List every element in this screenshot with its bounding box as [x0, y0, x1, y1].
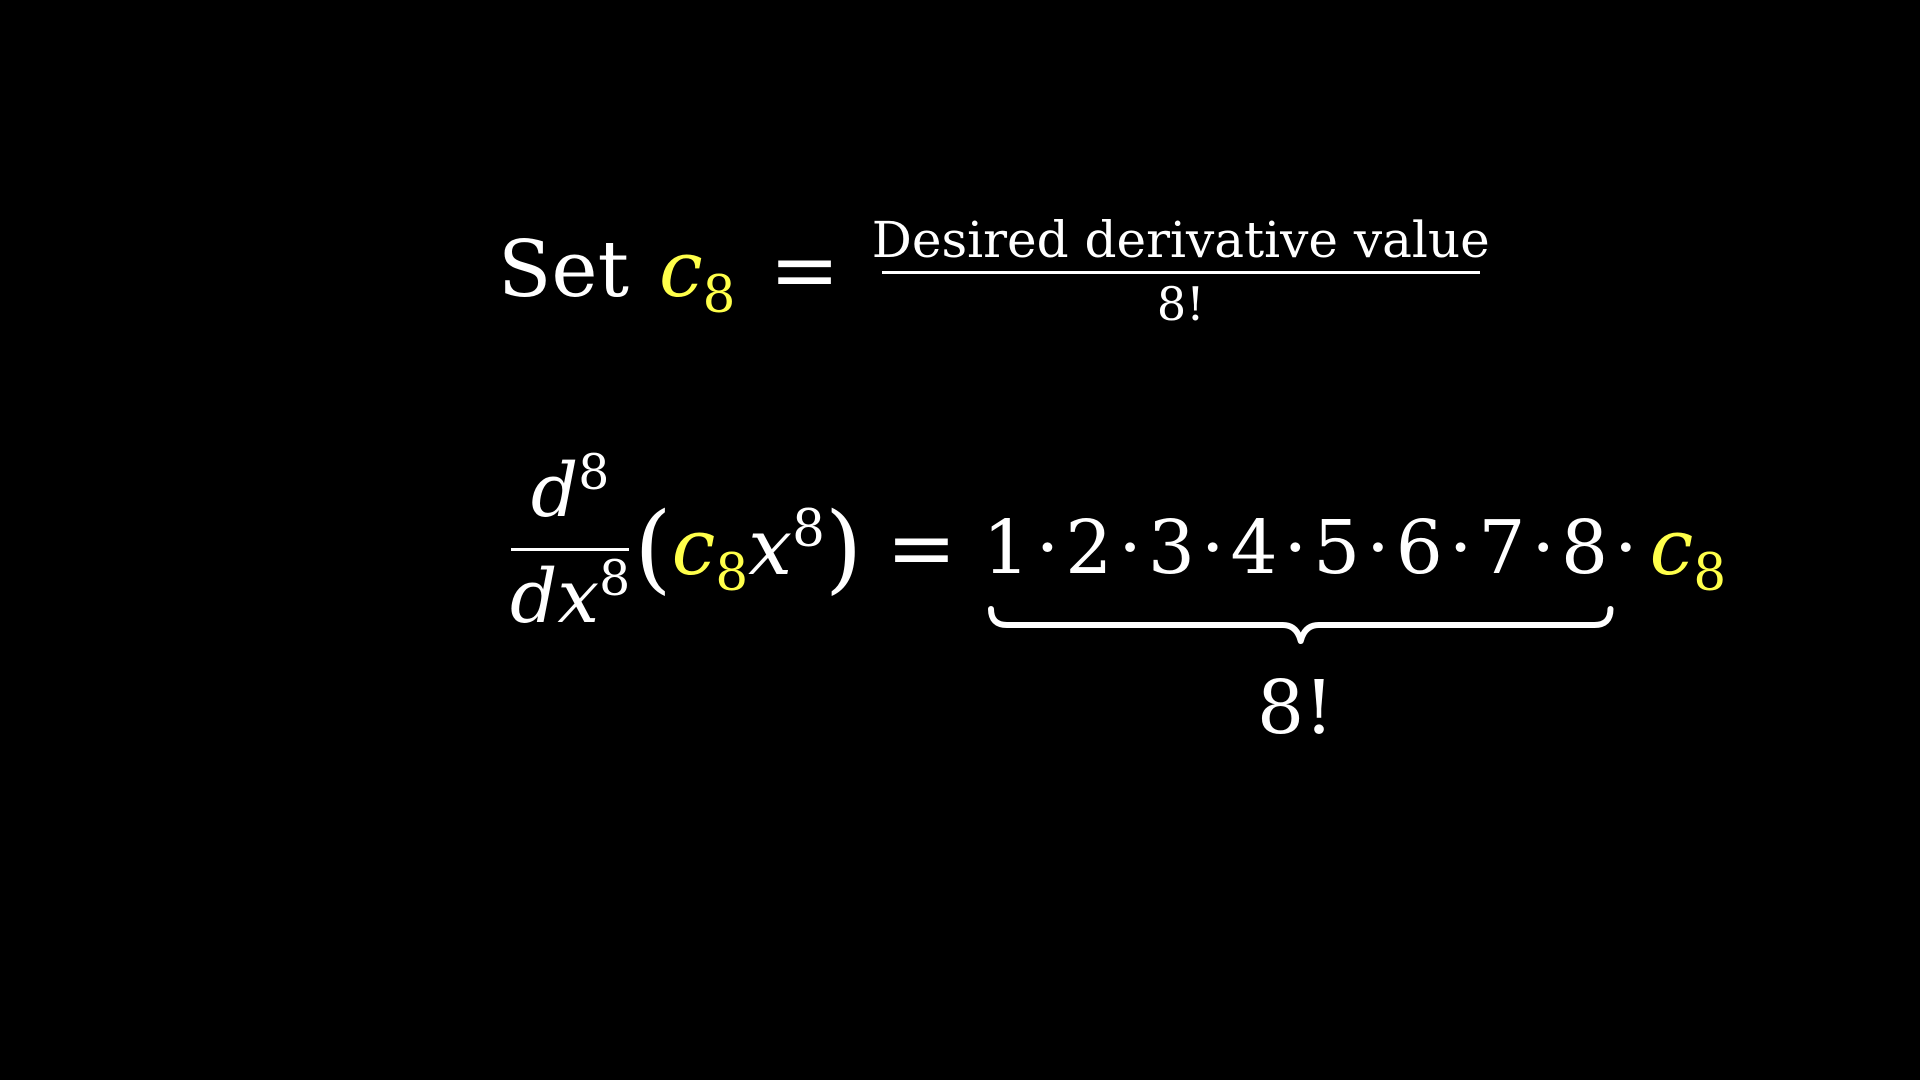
fraction-numerator: Desired derivative value — [871, 210, 1490, 269]
c-subscript: 8 — [1693, 543, 1727, 604]
derivative-fraction-bar — [511, 547, 630, 551]
product-dot: · — [1035, 505, 1060, 591]
x-exponent: 8 — [792, 498, 825, 559]
product-dot: · — [1366, 505, 1390, 591]
c-symbol: c — [1649, 503, 1694, 593]
factor-7: 7 — [1478, 505, 1526, 591]
c-symbol: c — [671, 503, 716, 593]
derivative-operator: d8 dx8 — [510, 444, 630, 646]
factor-6: 6 — [1395, 505, 1443, 591]
coefficient-c8-term: c8 — [671, 503, 748, 603]
equals-sign-2: = — [886, 499, 957, 597]
factor-8: 8 — [1561, 505, 1609, 591]
close-paren: ) — [824, 492, 863, 604]
factor-product: 1·2·3·4·5·6·7·8 — [983, 505, 1608, 591]
fraction-bar — [881, 270, 1480, 274]
desired-value-fraction: Desired derivative value 8! — [870, 211, 1492, 330]
d-symbol: d — [530, 447, 579, 534]
open-paren: ( — [634, 492, 672, 604]
derivative-denominator: dx8 — [510, 550, 630, 646]
underbrace-label: 8! — [1256, 665, 1334, 751]
tail-coefficient-c8: c8 — [1649, 503, 1726, 603]
derivative-numerator: d8 — [530, 444, 609, 540]
product-dot: · — [1201, 505, 1225, 591]
factor-3: 3 — [1147, 505, 1196, 591]
underbrace — [987, 606, 1614, 644]
c-subscript: 8 — [702, 265, 736, 326]
c-symbol: c — [658, 225, 703, 315]
d-exponent: 8 — [578, 443, 610, 501]
dx-exponent: 8 — [599, 549, 631, 607]
c-subscript: 8 — [715, 543, 749, 604]
dx-symbol: dx — [510, 553, 600, 640]
product-dot: · — [1283, 505, 1308, 591]
x-symbol: x — [748, 503, 793, 593]
product-dot: · — [1531, 505, 1556, 591]
product-dot: · — [1448, 505, 1473, 591]
coefficient-c8: c8 — [658, 225, 735, 325]
product-dot-tail: · — [1614, 505, 1638, 591]
factorial-product-group: 1·2·3·4·5·6·7·8 8! — [983, 505, 1614, 751]
set-coefficient-line: Set c8 = Desired derivative value 8! — [498, 205, 1492, 335]
fraction-denominator: 8! — [1156, 276, 1205, 331]
set-word: Set — [498, 225, 629, 315]
x-power-term: x8 — [748, 499, 825, 593]
factor-2: 2 — [1065, 505, 1113, 591]
derivative-equation-line: d8 dx8 ( c8 x8 ) = 1·2·3·4·5·6·7·8 8! · … — [510, 438, 1726, 751]
factor-5: 5 — [1313, 505, 1361, 591]
factor-1: 1 — [982, 505, 1030, 591]
factor-4: 4 — [1230, 505, 1278, 591]
equals-sign: = — [769, 221, 840, 319]
product-dot: · — [1118, 505, 1142, 591]
